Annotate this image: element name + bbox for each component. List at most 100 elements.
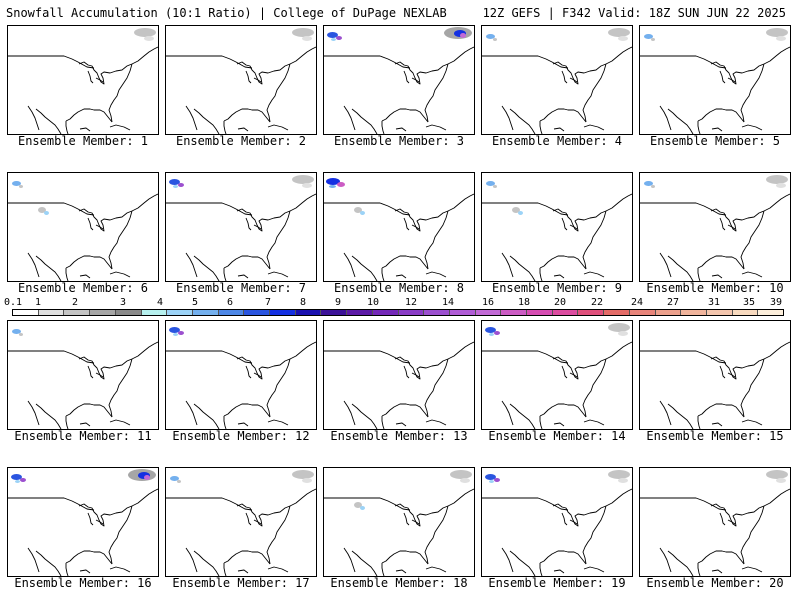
- map-outline: [35, 108, 62, 134]
- snowfall-area: [608, 470, 630, 479]
- map-outline: [289, 193, 316, 212]
- ensemble-member-label: Ensemble Member: 3: [333, 134, 465, 148]
- snowfall-area: [19, 333, 23, 336]
- map-outline: [253, 519, 262, 525]
- map-outline: [193, 255, 220, 281]
- map-outline: [501, 547, 514, 573]
- map-outline: [27, 547, 40, 573]
- map-canvas: [8, 469, 158, 576]
- map-outline: [253, 77, 262, 83]
- snowfall-area: [494, 331, 500, 335]
- map-outline: [185, 252, 198, 278]
- snowfall-area: [512, 207, 520, 213]
- ensemble-panel: Ensemble Member: 13: [323, 320, 475, 443]
- colorbar-tick-label: 22: [590, 297, 604, 308]
- snowfall-area: [493, 185, 497, 188]
- colorbar-tick-label: 9: [334, 297, 342, 308]
- ensemble-member-label: Ensemble Member: 11: [14, 429, 152, 443]
- colorbar-swatch: [115, 310, 142, 315]
- map-outline: [741, 419, 763, 426]
- snowfall-area: [327, 32, 338, 38]
- map-outline: [583, 566, 605, 573]
- snowfall-area: [651, 38, 655, 41]
- map-outline: [343, 252, 356, 278]
- map-outline: [223, 108, 271, 123]
- map-outline: [108, 63, 133, 123]
- colorbar-swatch: [758, 310, 784, 315]
- colorbar-swatch: [681, 310, 707, 315]
- map-outline: [710, 61, 765, 85]
- colorbar-swatch: [706, 310, 733, 315]
- snowfall-area: [766, 175, 788, 184]
- map-outline: [710, 356, 765, 380]
- map-outline: [411, 372, 420, 378]
- ensemble-panel: Ensemble Member: 20: [639, 467, 791, 590]
- map-outline: [381, 108, 429, 123]
- snowfall-area: [608, 323, 630, 332]
- map-outline: [697, 403, 745, 418]
- map-outline: [193, 403, 220, 429]
- ensemble-member-label: Ensemble Member: 2: [175, 134, 307, 148]
- panel-map: [323, 25, 475, 135]
- map-outline: [553, 274, 565, 279]
- map-outline: [395, 274, 407, 279]
- colorbar-swatch: [578, 310, 605, 315]
- map-outline: [561, 365, 568, 379]
- map-outline: [659, 105, 672, 131]
- map-outline: [394, 61, 449, 85]
- snowfall-area: [144, 475, 150, 480]
- map-outline: [351, 550, 378, 576]
- map-outline: [394, 208, 449, 232]
- colorbar-swatch: [372, 310, 399, 315]
- snowfall-area: [20, 478, 26, 482]
- map-outline: [711, 422, 723, 427]
- ensemble-panel: Ensemble Member: 14: [481, 320, 633, 443]
- colorbar-swatch: [732, 310, 759, 315]
- map-outline: [245, 217, 252, 231]
- map-outline: [659, 400, 672, 426]
- map-outline: [65, 121, 69, 134]
- map-outline: [667, 255, 694, 281]
- map-outline: [35, 255, 62, 281]
- map-outline: [381, 403, 429, 418]
- map-outline: [605, 341, 632, 360]
- ensemble-panel: Ensemble Member: 19: [481, 467, 633, 590]
- map-outline: [424, 210, 449, 270]
- map-outline: [267, 566, 289, 573]
- map-outline: [87, 365, 94, 379]
- snowfall-area: [766, 28, 788, 37]
- colorbar-ticks: 0.1 1 2 3 4 5 6 7 8 9 10 12 14 16 18 20 22 24 27 31 35 39: [4, 297, 784, 308]
- snowfall-area: [336, 36, 342, 40]
- snowfall-area: [485, 474, 496, 480]
- map-outline: [697, 255, 745, 270]
- colorbar-tick-label: 7: [264, 297, 272, 308]
- snowfall-area: [486, 181, 495, 186]
- snowfall-area: [776, 183, 786, 188]
- map-outline: [79, 274, 91, 279]
- ensemble-member-label: Ensemble Member: 13: [330, 429, 468, 443]
- ensemble-panel: Ensemble Member: 8: [323, 172, 475, 295]
- map-outline: [482, 55, 569, 69]
- snowfall-area: [12, 181, 21, 186]
- map-outline: [65, 416, 69, 429]
- snowfall-area: [173, 185, 178, 188]
- map-outline: [640, 202, 727, 216]
- map-outline: [223, 416, 227, 429]
- map-outline: [245, 365, 252, 379]
- map-outline: [289, 46, 316, 65]
- map-outline: [223, 268, 227, 281]
- map-outline: [424, 63, 449, 123]
- map-outline: [424, 505, 449, 565]
- map-outline: [109, 124, 131, 131]
- ensemble-panel: Ensemble Member: 3: [323, 25, 475, 148]
- map-outline: [237, 569, 249, 574]
- map-canvas: [166, 327, 316, 429]
- map-outline: [424, 358, 449, 418]
- map-outline: [640, 350, 727, 364]
- ensemble-panel: Ensemble Member: 12: [165, 320, 317, 443]
- map-outline: [482, 497, 569, 511]
- map-outline: [27, 105, 40, 131]
- map-outline: [710, 503, 765, 527]
- map-outline: [65, 550, 113, 565]
- colorbar-tick-label: 2: [71, 297, 79, 308]
